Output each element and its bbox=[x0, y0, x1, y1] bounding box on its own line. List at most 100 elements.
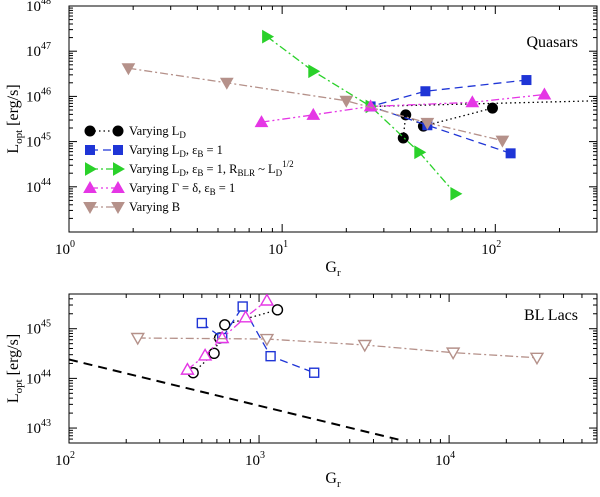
quasars-x-tick-exponent: 1 bbox=[283, 239, 288, 250]
bl-lacs-series-3-point-0 bbox=[130, 332, 145, 346]
bl-lacs-series-1-line bbox=[201, 305, 315, 374]
legend-label-part: = 1 bbox=[203, 143, 223, 157]
bl-lacs-x-axis-label: Gr bbox=[325, 470, 341, 490]
quasars-title: Quasars bbox=[526, 34, 578, 51]
bl-lacs-y-tick-mantissa: 10 bbox=[26, 421, 41, 437]
bl-lacs-y-tick-label: 1043 bbox=[26, 418, 51, 437]
quasars-series-3-point-4 bbox=[537, 87, 552, 100]
legend-label-part: B bbox=[197, 149, 203, 159]
bl-lacs-series-layer bbox=[69, 294, 545, 442]
bl-lacs-series-3-line bbox=[137, 337, 538, 359]
legend-marker-end bbox=[112, 125, 124, 137]
bl-lacs-y-tick-exponent: 44 bbox=[41, 368, 51, 379]
quasars-y-axis-label-sub: opt bbox=[13, 130, 25, 144]
quasars-y-axis-label: Lopt [erg/s] bbox=[5, 84, 25, 153]
quasars-x-tick-label: 102 bbox=[481, 239, 501, 258]
bl-lacs-y-axis-label-sub: opt bbox=[13, 379, 25, 393]
bl-lacs-series-2-point-0 bbox=[180, 362, 195, 375]
bl-lacs-x-tick-mantissa: 10 bbox=[55, 453, 70, 469]
quasars-series-1-point-3 bbox=[420, 86, 431, 97]
legend-label-part: D bbox=[179, 130, 186, 140]
quasars-series-4-point-4 bbox=[495, 135, 510, 148]
bl-lacs-series-3-point-4 bbox=[529, 352, 545, 366]
quasars-x-tick-mantissa: 10 bbox=[55, 242, 70, 258]
legend-marker-end bbox=[111, 180, 125, 193]
bl-lacs-title: BL Lacs bbox=[524, 307, 578, 324]
quasars-series-2-line bbox=[266, 36, 456, 195]
legend-item: Varying LD bbox=[84, 124, 186, 140]
quasars-series-2-point-3 bbox=[414, 145, 427, 160]
quasars-series-3-point-0 bbox=[254, 115, 269, 128]
quasars-series-1-point-0 bbox=[505, 148, 516, 159]
bl-lacs-x-axis-label-main: G bbox=[325, 470, 337, 487]
quasars-y-axis-label-unit: [erg/s] bbox=[5, 84, 22, 129]
bl-lacs-series-0-point-4 bbox=[271, 304, 284, 316]
legend-label-part: Varying Γ = δ, ε bbox=[129, 181, 210, 195]
legend-label-part: B bbox=[210, 187, 216, 197]
bl-lacs-series-1-point-2 bbox=[237, 301, 248, 312]
legend-label-part: Varying L bbox=[129, 143, 179, 157]
bl-lacs-series-3-point-1 bbox=[259, 333, 275, 347]
bl-lacs-series-3-point-3 bbox=[445, 347, 461, 361]
quasars-series-2-point-4 bbox=[450, 186, 463, 201]
legend-label-part: 1/2 bbox=[282, 159, 294, 169]
legend-marker-end bbox=[113, 145, 123, 155]
bl-lacs-y-tick-mantissa: 10 bbox=[26, 371, 41, 387]
bl-lacs-x-tick-exponent: 3 bbox=[260, 450, 265, 461]
bl-lacs-series-2-point-3 bbox=[238, 309, 253, 323]
bl-lacs-series-1-point-4 bbox=[308, 367, 320, 378]
quasars-y-tick-exponent: 44 bbox=[41, 177, 51, 188]
quasars-plot-frame bbox=[68, 5, 598, 233]
legend-marker-start bbox=[85, 162, 98, 176]
quasars-x-axis-label-main: G bbox=[325, 259, 337, 276]
bl-lacs-plot-area bbox=[69, 294, 545, 442]
quasars-series-0-point-3 bbox=[486, 102, 498, 114]
legend-marker-start bbox=[84, 125, 96, 137]
bl-lacs-y-tick-exponent: 45 bbox=[41, 319, 51, 330]
legend-marker-end bbox=[113, 162, 126, 176]
quasars-series-4-point-0 bbox=[121, 63, 136, 76]
bl-lacs-x-tick-label: 102 bbox=[55, 450, 75, 469]
bl-lacs-series-0-point-1 bbox=[208, 347, 220, 359]
bl-lacs-x-axis-label-sub: r bbox=[337, 478, 341, 490]
quasars-x-tick-mantissa: 10 bbox=[481, 242, 496, 258]
quasars-series-1-point-4 bbox=[521, 75, 532, 86]
quasars-y-tick-mantissa: 10 bbox=[26, 180, 41, 196]
legend-label: Varying LD bbox=[129, 124, 186, 140]
bl-lacs-reference-dashed-line bbox=[69, 358, 405, 442]
quasars-series-4-point-1 bbox=[219, 77, 234, 90]
quasars-y-tick-label: 1045 bbox=[26, 132, 51, 151]
quasars-x-tick-mantissa: 10 bbox=[268, 242, 283, 258]
legend-label-part: Varying B bbox=[129, 200, 180, 214]
quasars-x-tick-label: 101 bbox=[268, 239, 288, 258]
legend-label: Varying Γ = δ, εB = 1 bbox=[129, 181, 235, 197]
quasars-x-tick-exponent: 2 bbox=[496, 239, 501, 250]
legend-item: Varying LD, εB = 1 bbox=[85, 143, 223, 159]
legend-label-part: D bbox=[276, 168, 283, 178]
legend-marker-start bbox=[83, 202, 97, 215]
bl-lacs-x-tick-label: 104 bbox=[435, 450, 455, 469]
bl-lacs-series-0-point-3 bbox=[219, 319, 231, 331]
bl-lacs-y-tick-label: 1044 bbox=[26, 368, 51, 387]
quasars-x-tick-label: 100 bbox=[55, 239, 75, 258]
quasars-plot-area bbox=[121, 29, 597, 201]
legend-label-part: , ε bbox=[186, 162, 198, 176]
legend-label-part: Varying L bbox=[129, 124, 179, 138]
bl-lacs-y-axis-label-main: L bbox=[5, 393, 22, 403]
quasars-series-3-point-2 bbox=[363, 99, 378, 112]
legend-item: Varying B bbox=[83, 200, 180, 215]
quasars-series-3-point-3 bbox=[465, 95, 480, 108]
legend-label-part: D bbox=[179, 168, 186, 178]
legend-item: Varying LD, εB = 1, RBLR ~ LD1/2 bbox=[85, 159, 294, 178]
quasars-series-layer bbox=[121, 29, 597, 201]
bl-lacs-series-2-point-2 bbox=[215, 330, 230, 344]
quasars-y-tick-label: 1044 bbox=[26, 177, 51, 196]
legend-label-part: BLR bbox=[238, 168, 256, 178]
quasars-y-tick-mantissa: 10 bbox=[26, 44, 41, 60]
quasars-y-tick-mantissa: 10 bbox=[26, 0, 41, 15]
